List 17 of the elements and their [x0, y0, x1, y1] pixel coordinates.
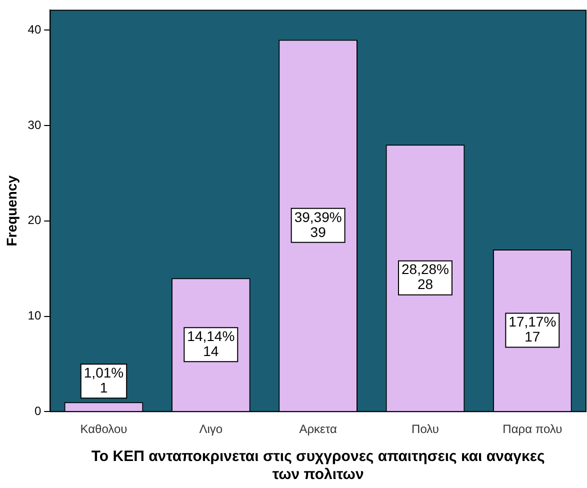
- y-tick-label: 0: [34, 404, 42, 418]
- y-tick-label: 20: [28, 213, 42, 228]
- y-tick-label: 40: [28, 22, 42, 37]
- x-tick-label: Πολυ: [412, 422, 439, 436]
- data-label: 39,39% 39: [294, 208, 342, 240]
- x-tick-label: Λιγο: [199, 422, 223, 436]
- x-tick-label: Παρα πολυ: [502, 422, 562, 436]
- data-label: 1,01% 1: [84, 364, 124, 396]
- data-label: 28,28% 28: [402, 261, 449, 292]
- x-tick-label: Αρκετα: [299, 422, 337, 436]
- data-label: 17,17% 17: [508, 314, 556, 345]
- y-tick-label: 30: [28, 118, 42, 132]
- y-tick-label: 10: [28, 308, 42, 323]
- x-axis-title: Το ΚΕΠ ανταποκρινεται στις συχγρονες απαιτησεις και αναγκες των πολιτων: [91, 448, 545, 484]
- data-label: 14,14% 14: [187, 328, 235, 359]
- x-tick-label: Καθολου: [80, 422, 128, 436]
- y-axis-title: Frequency: [3, 175, 20, 246]
